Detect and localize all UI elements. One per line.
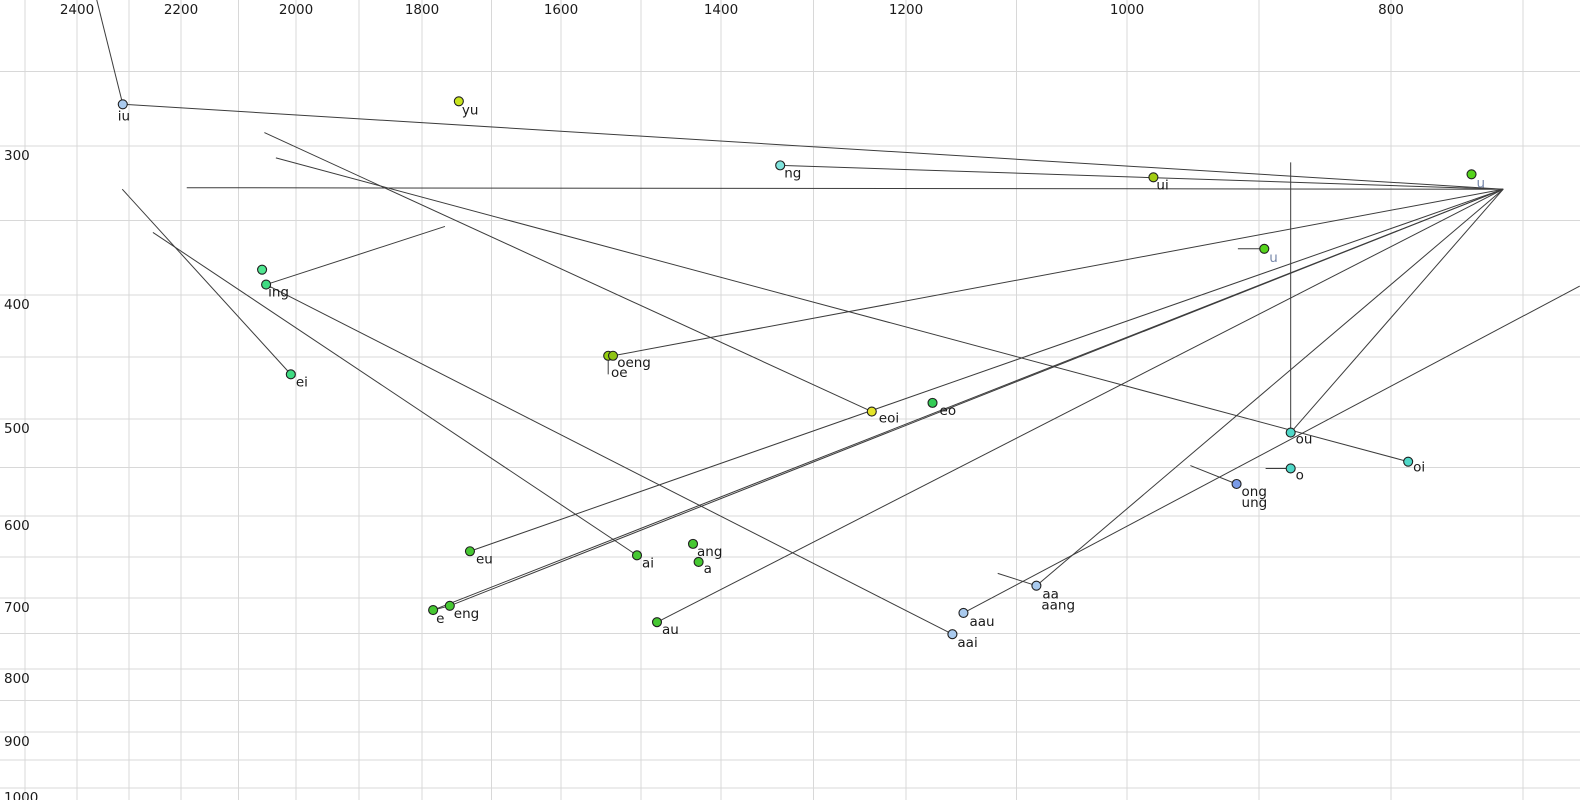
trajectory-line-oe-to-u (612, 188, 1504, 357)
x-axis-tick-labels: 2400 2200 2000 1800 1600 1400 1200 1000 800 (60, 2, 1404, 18)
trajectory-line-ing-stub (265, 225, 446, 286)
point-aa (1031, 580, 1042, 591)
y-axis-tick-labels: 300 400 500 600 700 800 900 1000 (4, 148, 38, 800)
x-tick-label-800: 800 (1378, 2, 1404, 18)
point-label-aa: aa (1042, 587, 1059, 603)
trajectory-line-au-to-u (656, 188, 1504, 623)
point-label-aau: aau (969, 614, 994, 630)
point-label-u-top: u (1477, 175, 1486, 191)
x-tick-label-1000: 1000 (1110, 2, 1144, 18)
y-tick-label-700: 700 (4, 600, 30, 616)
point-label-ang: ang (697, 544, 722, 560)
point-label-iu: iu (118, 108, 130, 124)
trajectory-line-eu-to-u (469, 188, 1504, 552)
trajectory-line-i-stub (96, 0, 124, 105)
x-tick-label-2200: 2200 (164, 2, 198, 18)
point-label-u-mid: u (1269, 250, 1278, 266)
point-aau (958, 607, 969, 618)
point-oe (607, 350, 619, 361)
point-i (257, 264, 268, 275)
point-ong (1231, 478, 1242, 490)
point-aai (947, 629, 958, 640)
point-u-top (1466, 169, 1477, 180)
y-tick-label-900: 900 (4, 734, 30, 750)
point-ei (285, 369, 296, 380)
point-label-e: e (436, 611, 444, 627)
point-label-oi: oi (1413, 460, 1425, 476)
point-label-o: o (1296, 467, 1304, 483)
trajectory-line-ou-to-u (1290, 188, 1504, 433)
point-label-eoi: eoi (879, 411, 899, 427)
point-label-ng: ng (784, 165, 801, 181)
point-label-ing: ing (268, 285, 289, 301)
point-label-ong: ong (1242, 484, 1267, 500)
point-iu (117, 99, 128, 110)
point-label-au: au (662, 622, 679, 638)
point-label-ui: ui (1156, 177, 1168, 193)
trajectory-line-ei-line (121, 188, 292, 375)
trajectory-line-oi-line (275, 157, 1409, 463)
trajectory-line-iu-to-u (122, 103, 1504, 190)
trajectory-line-eng-to-u (449, 188, 1504, 607)
trajectory-line-ai-line (152, 232, 638, 556)
point-label-yu: yu (462, 102, 479, 118)
trajectory-line-ong-stub (1190, 465, 1237, 485)
point-ai (631, 550, 643, 561)
trajectory-line-aau-line (963, 285, 1580, 614)
trajectory-line-eoi-line (264, 132, 872, 413)
point-eu (464, 546, 476, 557)
point-label-ei: ei (296, 374, 308, 390)
point-ing (261, 279, 272, 290)
x-tick-label-2400: 2400 (60, 2, 94, 18)
point-label-aang: aang (1041, 598, 1075, 614)
y-tick-label-400: 400 (4, 297, 30, 313)
y-tick-label-600: 600 (4, 518, 30, 534)
point-label-oe: oe (611, 365, 628, 381)
y-tick-label-300: 300 (4, 148, 30, 164)
y-tick-label-800: 800 (4, 671, 30, 687)
point-label-oeng: oeng (617, 355, 651, 371)
point-label-ou: ou (1296, 432, 1313, 448)
x-tick-label-1600: 1600 (544, 2, 578, 18)
y-tick-label-500: 500 (4, 421, 30, 437)
point-label-eo: eo (940, 403, 957, 419)
point-a (693, 556, 704, 567)
point-label-ai: ai (642, 555, 654, 571)
trajectory-line-aang-stub (997, 572, 1037, 587)
point-ng (775, 160, 786, 171)
x-tick-label-1200: 1200 (889, 2, 923, 18)
point-label-a: a (704, 561, 712, 577)
point-o (1285, 463, 1296, 474)
point-ou (1285, 427, 1296, 438)
point-eng (444, 600, 455, 611)
trajectory-line-aa-to-u (1036, 188, 1504, 587)
point-label-eng: eng (454, 606, 479, 622)
trajectory-line-ng-to-u (780, 164, 1504, 190)
x-tick-label-2000: 2000 (279, 2, 313, 18)
point-eoi (866, 406, 877, 417)
point-oi (1403, 456, 1414, 467)
point-label-aai: aai (957, 635, 977, 651)
trajectory-lines (96, 0, 1580, 635)
y-tick-label-1000: 1000 (4, 790, 38, 800)
trajectory-line-ui-long (186, 187, 1504, 190)
point-ui (1148, 172, 1159, 183)
point-eo (927, 397, 938, 408)
point-u-mid (1259, 243, 1270, 254)
point-e (428, 605, 439, 616)
point-label-eu: eu (476, 551, 493, 567)
trajectory-line-aai-line (265, 284, 953, 635)
point-yu (453, 96, 464, 107)
point-au (651, 617, 663, 628)
point-ang (687, 538, 699, 549)
point-label-ung: ung (1242, 495, 1268, 511)
data-points (117, 96, 1477, 640)
x-tick-label-1800: 1800 (405, 2, 439, 18)
x-tick-label-1400: 1400 (704, 2, 738, 18)
